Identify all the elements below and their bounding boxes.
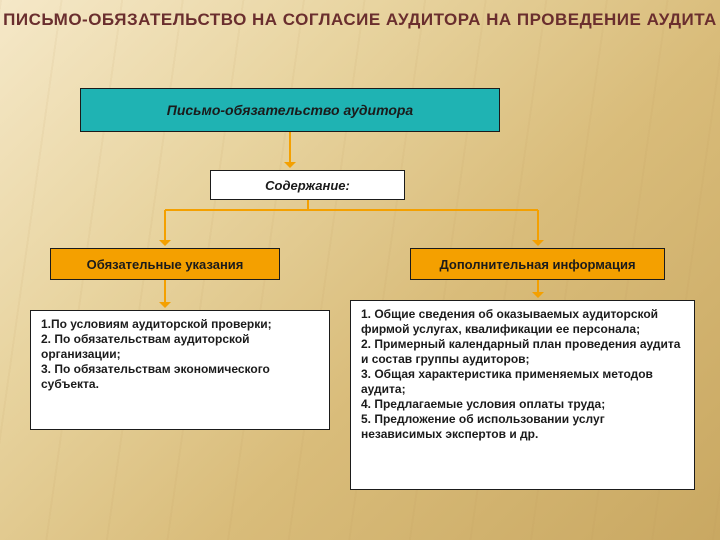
box-contents-text: Содержание: [265, 178, 350, 193]
box-right-body-text: 1. Общие сведения об оказываемых аудитор… [361, 307, 684, 442]
box-left-head-text: Обязательные указания [87, 257, 244, 272]
page-title: ПИСЬМО-ОБЯЗАТЕЛЬСТВО НА СОГЛАСИЕ АУДИТОР… [0, 10, 720, 30]
box-left-head: Обязательные указания [50, 248, 280, 280]
box-right-head-text: Дополнительная информация [439, 257, 635, 272]
box-contents: Содержание: [210, 170, 405, 200]
box-left-body: 1.По условиям аудиторской проверки; 2. П… [30, 310, 330, 430]
box-left-body-text: 1.По условиям аудиторской проверки; 2. П… [41, 317, 319, 392]
box-root-text: Письмо-обязательство аудитора [167, 102, 413, 118]
box-right-head: Дополнительная информация [410, 248, 665, 280]
box-right-body: 1. Общие сведения об оказываемых аудитор… [350, 300, 695, 490]
box-root: Письмо-обязательство аудитора [80, 88, 500, 132]
